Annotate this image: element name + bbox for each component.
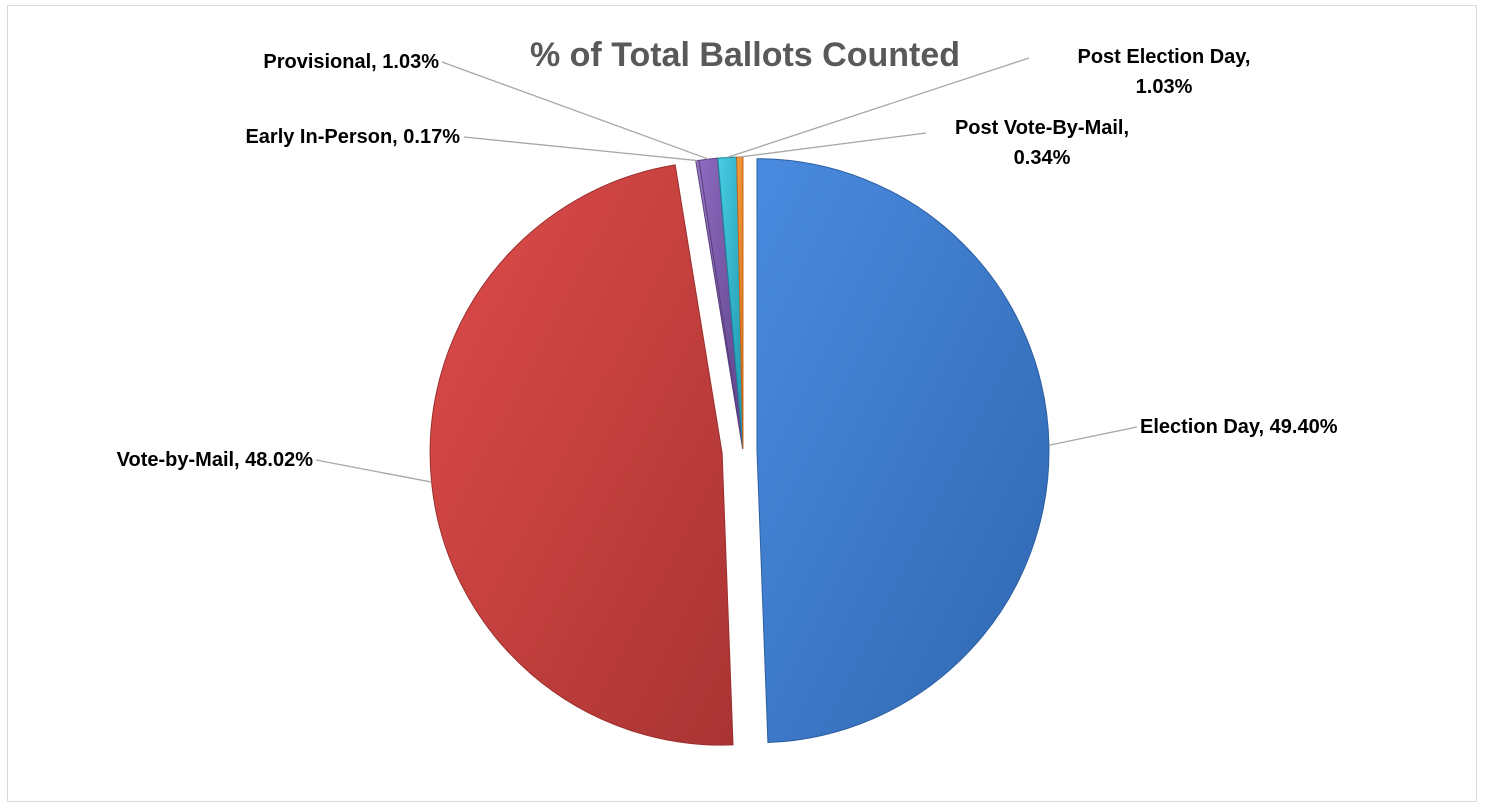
data-labels: Election Day, 49.40% Vote-by-Mail, 48.02%… (117, 46, 1338, 471)
data-label-provisional: Provisional, 1.03% (263, 51, 439, 73)
leader-line-election-day (1048, 426, 1138, 446)
leader-line-post-election-day (727, 57, 1030, 159)
data-label-post-vote-by-mail: Post Vote-By-Mail, 0.34% (955, 117, 1129, 169)
leader-lines (315, 57, 1138, 483)
data-label-election-day: Election Day, 49.40% (1140, 416, 1338, 438)
slice-election-day (756, 158, 1050, 744)
data-label-vote-by-mail: Vote-by-Mail, 48.02% (117, 449, 314, 471)
chart-title: % of Total Ballots Counted (530, 36, 960, 74)
data-label-early-in-person: Early In-Person, 0.17% (245, 126, 460, 148)
leader-line-vote-by-mail (315, 459, 432, 483)
leader-line-early-in-person (463, 136, 698, 162)
slice-vote-by-mail (429, 164, 734, 746)
leader-line-provisional (441, 61, 709, 160)
leader-line-post-vote-by-mail (739, 132, 927, 158)
data-label-post-election-day: Post Election Day, 1.03% (1077, 46, 1250, 98)
pie-slices (429, 156, 1050, 746)
